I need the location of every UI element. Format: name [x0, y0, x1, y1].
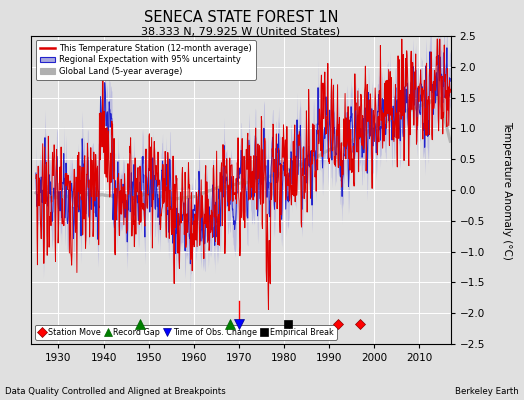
Text: Berkeley Earth: Berkeley Earth [455, 387, 519, 396]
Text: SENECA STATE FOREST 1N: SENECA STATE FOREST 1N [144, 10, 339, 25]
Text: 38.333 N, 79.925 W (United States): 38.333 N, 79.925 W (United States) [141, 26, 341, 36]
Y-axis label: Temperature Anomaly (°C): Temperature Anomaly (°C) [501, 120, 512, 260]
Text: Data Quality Controlled and Aligned at Breakpoints: Data Quality Controlled and Aligned at B… [5, 387, 226, 396]
Legend: Station Move, Record Gap, Time of Obs. Change, Empirical Break: Station Move, Record Gap, Time of Obs. C… [36, 324, 337, 340]
